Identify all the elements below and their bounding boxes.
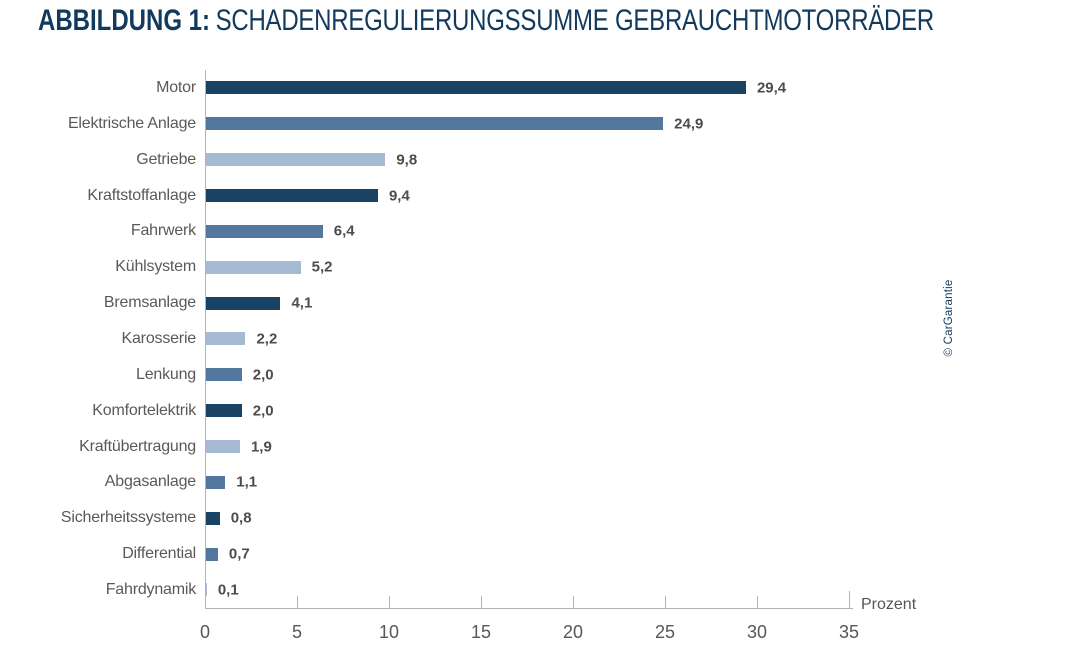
bar-track: 24,9 [205, 115, 849, 133]
value-label: 0,1 [217, 581, 239, 599]
bar-chart: Motor 29,4 Elektrische Anlage 24,9 Getriebe 9… [0, 70, 1070, 642]
bar-track: 0,7 [205, 545, 849, 563]
x-axis-line [205, 608, 853, 609]
bar-row: Karosserie 2,2 [0, 321, 849, 357]
bar [205, 547, 218, 561]
bar-track: 9,8 [205, 151, 849, 169]
x-axis-tick-label: 35 [838, 622, 860, 642]
value-label: 1,1 [236, 473, 258, 491]
category-label: Lenkung [136, 365, 196, 383]
bar [205, 260, 301, 274]
figure-title-text: SCHADENREGULIERUNGSSUMME GEBRAUCHTMOTORR… [215, 4, 935, 37]
x-axis-tick [665, 596, 666, 608]
value-label: 29,4 [756, 79, 787, 97]
bar-row: Fahrwerk 6,4 [0, 213, 849, 249]
value-label: 1,9 [250, 438, 272, 456]
category-label: Abgasanlage [104, 473, 196, 491]
bar-row: Kraftstoffanlage 9,4 [0, 178, 849, 214]
bar [205, 189, 378, 202]
category-label: Sicherheitssysteme [60, 509, 196, 527]
bar [205, 117, 664, 131]
x-axis-tick-label: 5 [291, 622, 303, 642]
bar [205, 81, 746, 95]
x-axis-tick [481, 596, 482, 608]
value-label: 24,9 [674, 115, 704, 133]
bar-row: Fahrdynamik 0,1 [0, 572, 849, 608]
bar [205, 296, 281, 310]
bar-track: 1,9 [205, 438, 849, 456]
bar-row: Bremsanlage 4,1 [0, 285, 849, 321]
category-label: Komfortelektrik [92, 401, 196, 419]
value-label: 9,4 [388, 187, 410, 204]
bar [205, 153, 386, 167]
category-label: Getriebe [136, 150, 196, 168]
bar [205, 440, 240, 454]
value-label: 0,8 [230, 509, 252, 527]
bar-track: 0,1 [205, 581, 849, 599]
bar-row: Elektrische Anlage 24,9 [0, 106, 849, 142]
value-label: 2,2 [256, 330, 278, 348]
bar-row: Getriebe 9,8 [0, 142, 849, 178]
value-label: 6,4 [333, 222, 355, 240]
figure-title-prefix: ABBILDUNG 1: [38, 4, 210, 37]
x-axis-tick [297, 596, 298, 608]
bar [205, 224, 323, 238]
category-label: Fahrwerk [130, 222, 196, 240]
bar [205, 511, 220, 525]
x-axis-tick-label: 30 [746, 622, 768, 642]
category-label: Karosserie [121, 329, 197, 347]
bar [205, 404, 242, 418]
category-label: Kraftstoffanlage [87, 186, 196, 204]
x-axis-tick-label: 0 [199, 622, 211, 642]
bar-track: 5,2 [205, 258, 849, 276]
bar-track: 9,4 [205, 187, 849, 204]
x-axis-tick-label: 25 [654, 622, 676, 642]
x-axis-tick-label: 20 [562, 622, 584, 642]
bar-row: Differential 0,7 [0, 536, 849, 572]
bar-row: Lenkung 2,0 [0, 357, 849, 393]
x-axis-tick-label: 15 [470, 622, 492, 642]
value-label: 2,0 [252, 366, 274, 384]
category-label: Fahrdynamik [105, 580, 196, 598]
bar-row: Kühlsystem 5,2 [0, 249, 849, 285]
bar [205, 332, 246, 346]
y-axis-line [205, 70, 206, 608]
bar-track: 0,8 [205, 509, 849, 527]
value-label: 4,1 [291, 294, 313, 312]
bar [205, 368, 242, 382]
bar-track: 4,1 [205, 294, 849, 312]
category-label: Differential [122, 545, 196, 563]
category-label: Motor [156, 78, 196, 96]
x-axis-tick [573, 596, 574, 608]
value-label: 5,2 [311, 258, 333, 276]
category-label: Kraftübertragung [79, 437, 196, 455]
value-label: 0,7 [228, 545, 250, 563]
bar-row: Motor 29,4 [0, 70, 849, 106]
category-label: Bremsanlage [103, 294, 196, 312]
bar-track: 2,0 [205, 366, 849, 384]
bar-track: 2,2 [205, 330, 849, 348]
bar-row: Komfortelektrik 2,0 [0, 393, 849, 429]
bar-track: 29,4 [205, 79, 849, 97]
bar-row: Kraftübertragung 1,9 [0, 429, 849, 465]
x-axis-tick [849, 591, 850, 608]
x-axis-tick-label: 10 [378, 622, 400, 642]
bar [205, 475, 226, 489]
bar-track: 6,4 [205, 222, 849, 240]
category-label: Elektrische Anlage [67, 114, 196, 132]
figure-title: ABBILDUNG 1: SCHADENREGULIERUNGSSUMME GEB… [38, 4, 934, 38]
value-label: 9,8 [396, 151, 418, 169]
x-axis-label: Prozent [861, 596, 917, 613]
copyright-credit: © CarGarantie [943, 279, 955, 357]
bar-row: Abgasanlage 1,1 [0, 464, 849, 500]
bar-track: 2,0 [205, 402, 849, 420]
x-axis-tick [389, 596, 390, 608]
bar-rows: Motor 29,4 Elektrische Anlage 24,9 Getriebe 9… [0, 70, 849, 608]
x-axis-tick [757, 596, 758, 608]
bar-track: 1,1 [205, 473, 849, 491]
category-label: Kühlsystem [115, 258, 196, 276]
bar-row: Sicherheitssysteme 0,8 [0, 500, 849, 536]
value-label: 2,0 [252, 402, 274, 420]
